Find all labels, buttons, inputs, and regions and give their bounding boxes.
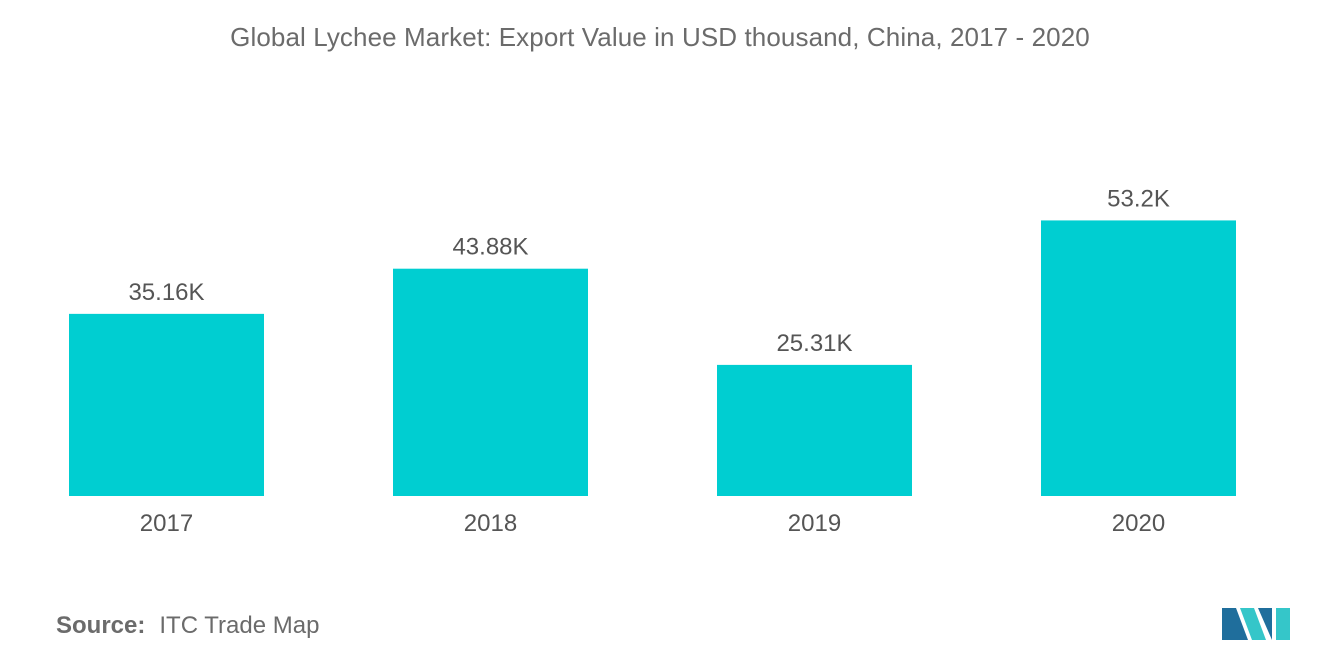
logo-shape-right-a [1258, 608, 1272, 640]
bar-2019 [717, 364, 912, 496]
x-tick-label-2020: 2020 [1112, 510, 1165, 537]
data-label-2017: 35.16K [128, 279, 204, 306]
bar-2017 [69, 313, 264, 496]
data-label-2020: 53.2K [1107, 185, 1170, 212]
bar-2020 [1041, 220, 1236, 496]
source-text: ITC Trade Map [159, 612, 320, 639]
chart-title: Global Lychee Market: Export Value in US… [230, 22, 1090, 52]
bar-2018 [393, 268, 588, 496]
logo-shape-right-b [1276, 608, 1290, 640]
x-tick-label-2019: 2019 [788, 510, 841, 537]
source-note: Source: ITC Trade Map [56, 612, 319, 640]
logo-shape-left [1222, 608, 1248, 640]
data-label-2018: 43.88K [452, 234, 528, 261]
x-tick-label-2018: 2018 [464, 510, 517, 537]
mordor-intelligence-logo-icon [1222, 608, 1290, 640]
source-label: Source: [56, 612, 146, 639]
logo-shape-mid [1240, 608, 1266, 640]
x-tick-label-2017: 2017 [140, 510, 193, 537]
data-label-2019: 25.31K [776, 330, 852, 357]
